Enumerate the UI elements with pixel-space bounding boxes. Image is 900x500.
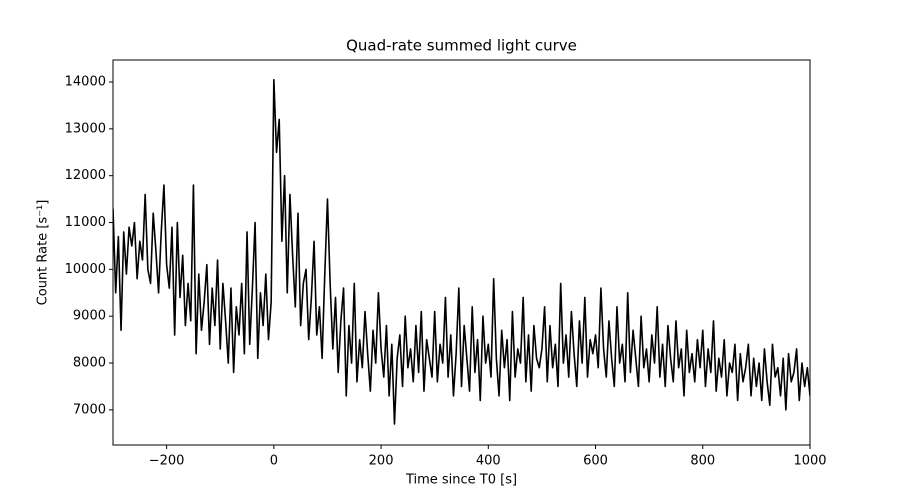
y-tick-label: 9000 <box>73 309 106 324</box>
x-tick-label: 400 <box>476 454 501 469</box>
light-curve <box>113 78 810 425</box>
y-tick-label: 11000 <box>65 215 106 230</box>
x-axis-label: Time since T0 [s] <box>405 473 517 488</box>
axes-frame <box>112 59 811 446</box>
x-tick-label: −200 <box>149 454 185 469</box>
y-tick-label: 8000 <box>73 356 106 371</box>
y-tick-label: 13000 <box>65 121 106 136</box>
y-tick-label: 10000 <box>65 262 106 277</box>
x-tick-label: 600 <box>583 454 608 469</box>
chart-title: Quad-rate summed light curve <box>346 37 577 55</box>
x-tick-label: 800 <box>690 454 715 469</box>
x-tick-label: 1000 <box>793 454 826 469</box>
y-tick-label: 14000 <box>65 75 106 90</box>
x-tick-label: 0 <box>270 454 278 469</box>
y-axis-label: Count Rate [s⁻¹] <box>36 200 51 306</box>
y-tick-label: 7000 <box>73 402 106 417</box>
x-tick-label: 200 <box>369 454 394 469</box>
y-tick-label: 12000 <box>65 168 106 183</box>
plot-area <box>113 78 810 425</box>
